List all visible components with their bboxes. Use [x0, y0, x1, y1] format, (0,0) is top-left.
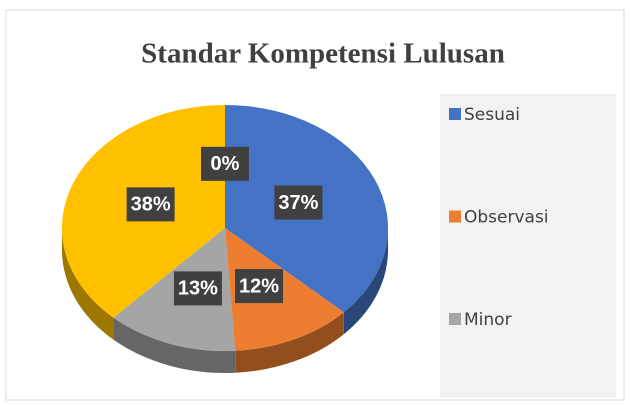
data-label-box — [274, 185, 323, 220]
legend-box — [440, 94, 616, 398]
pie-slice — [225, 228, 344, 351]
legend-label: Sesuai — [464, 105, 520, 125]
legend-swatch — [449, 313, 461, 325]
data-label: 12% — [239, 275, 279, 297]
data-label: 0% — [211, 153, 240, 175]
legend-label: Minor — [464, 310, 512, 330]
data-label: 38% — [131, 194, 171, 216]
data-label-box — [173, 271, 222, 306]
data-label-box — [235, 269, 284, 304]
data-label: 37% — [278, 192, 318, 214]
data-label: 13% — [178, 278, 218, 300]
legend-label: Observasi — [464, 208, 549, 228]
legend-swatch — [449, 108, 461, 120]
data-label-box — [201, 146, 249, 181]
pie-slice-side — [62, 228, 114, 340]
pie-slice-side — [343, 228, 388, 335]
data-label-box — [126, 187, 175, 222]
pie-slice-side — [235, 312, 344, 373]
pie-slice-side — [113, 317, 236, 373]
legend-swatch — [449, 210, 461, 223]
chart-title: Standar Kompetensi Lulusan — [141, 38, 505, 70]
